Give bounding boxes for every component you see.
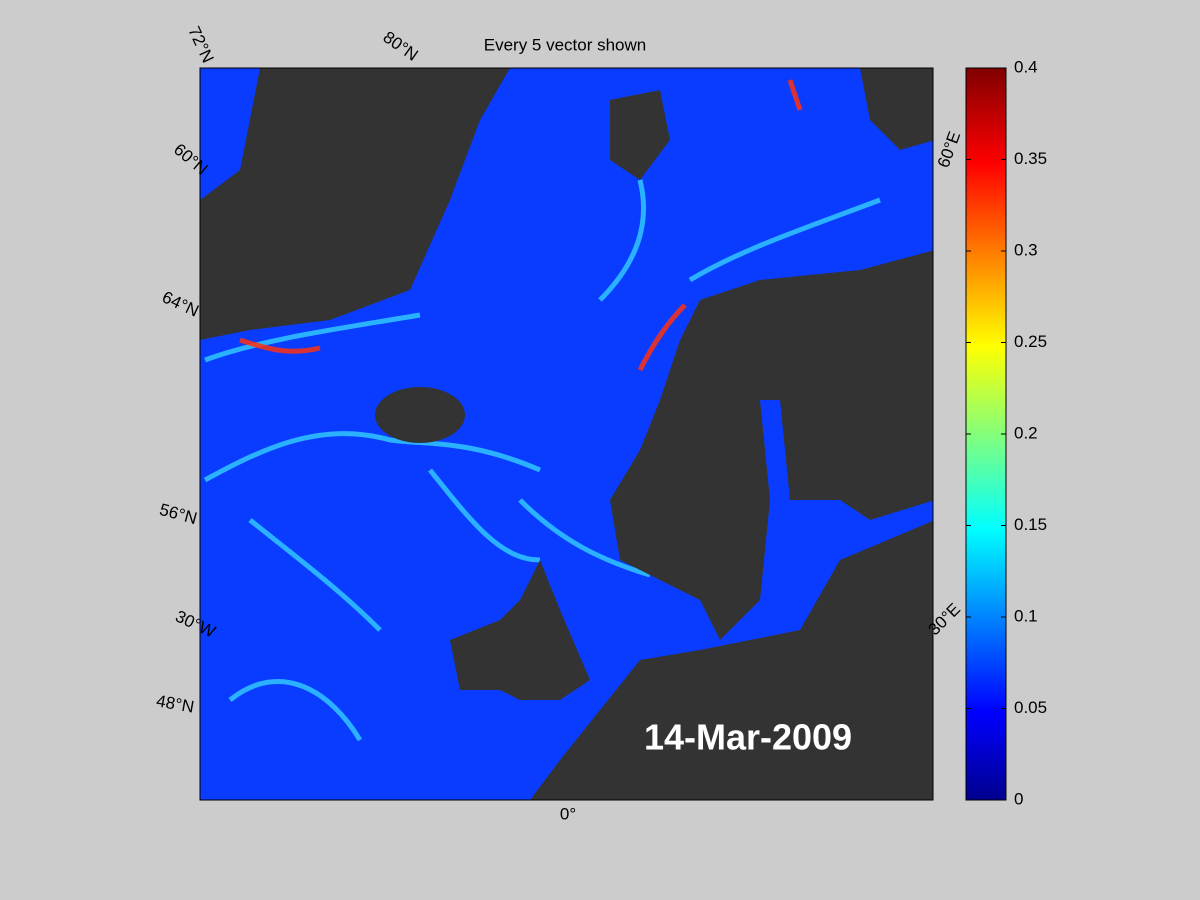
scandinavia — [610, 250, 933, 640]
grid-label: 0° — [560, 804, 576, 823]
colorbar — [965, 67, 1007, 801]
colorbar-tick-label: 0.25 — [1014, 332, 1047, 351]
grid-label: 80°N — [380, 27, 422, 64]
grid-label: 56°N — [157, 500, 199, 528]
land — [200, 68, 933, 800]
grid-label: 48°N — [155, 691, 196, 716]
greenland — [200, 68, 510, 340]
britain — [450, 560, 590, 700]
date-label: 14-Mar-2009 — [644, 717, 852, 758]
grid-label: 64°N — [159, 287, 201, 320]
europe — [530, 520, 933, 800]
iceland — [375, 387, 465, 443]
colorbar-tick-label: 0 — [1014, 789, 1023, 808]
grid-label: 72°N — [184, 23, 217, 65]
colorbar-tick-label: 0.05 — [1014, 698, 1047, 717]
fast-currents — [239, 79, 803, 372]
title: Every 5 vector shown — [484, 35, 647, 54]
svalbard — [610, 90, 670, 180]
colorbar-tick-label: 0.1 — [1014, 606, 1038, 625]
map-frame — [199, 67, 934, 801]
grid-label: 60°E — [934, 129, 965, 170]
colorbar-tick-label: 0.4 — [1014, 57, 1038, 76]
map — [200, 68, 933, 800]
colorbar-tick-label: 0.15 — [1014, 515, 1047, 534]
colorbar-tick-label: 0.2 — [1014, 423, 1038, 442]
novaya-zemlya — [860, 68, 933, 150]
current-streaks — [203, 179, 881, 742]
colorbar-tick-label: 0.3 — [1014, 240, 1038, 259]
colorbar-tick-label: 0.35 — [1014, 149, 1047, 168]
